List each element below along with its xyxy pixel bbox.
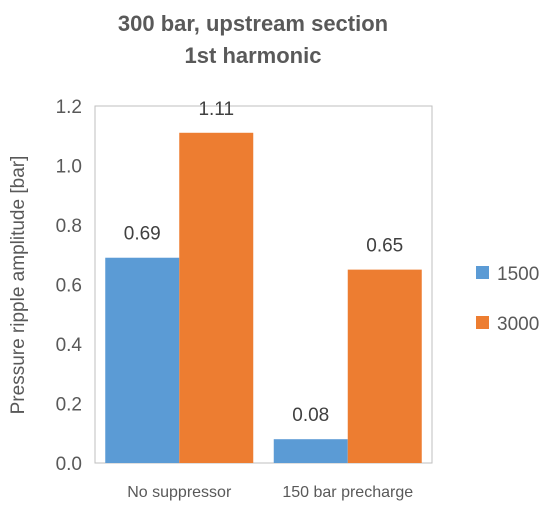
data-label: 0.69	[124, 224, 161, 245]
legend: 1500 3000	[476, 264, 539, 335]
legend-label-1500: 1500	[497, 264, 539, 285]
y-tick-label: 0.8	[56, 216, 82, 237]
bar-1500-1	[105, 257, 180, 463]
legend-swatch-3000	[476, 316, 489, 329]
chart-title-line1: 300 bar, upstream section	[118, 11, 388, 36]
y-axis-label: Pressure ripple amplitude [bar]	[8, 156, 29, 415]
y-tick-label: 0.6	[56, 276, 82, 297]
y-axis-ticks: 0.0 0.2 0.4 0.6 0.8 1.0 1.2	[56, 97, 83, 475]
y-tick-label: 0.2	[56, 395, 82, 416]
bar-3000-2	[347, 269, 422, 463]
bar-3000-1	[179, 132, 254, 463]
legend-swatch-1500	[476, 266, 489, 279]
data-label: 1.11	[198, 99, 234, 120]
y-tick-label: 0.4	[56, 335, 83, 356]
y-tick-label: 1.0	[56, 157, 82, 178]
plot-area-frame	[94, 105, 433, 464]
chart-title-line2: 1st harmonic	[185, 43, 322, 68]
x-category-label: 150 bar precharge	[282, 484, 413, 501]
y-tick-label: 1.2	[56, 97, 82, 118]
bars	[105, 132, 422, 463]
data-label: 0.08	[292, 405, 329, 426]
legend-label-3000: 3000	[497, 314, 539, 335]
category-labels: No suppressor 150 bar precharge	[127, 484, 413, 501]
y-tick-label: 0.0	[56, 454, 82, 475]
bar-1500-2	[273, 439, 348, 463]
data-label: 0.65	[366, 236, 403, 257]
data-labels: 0.69 1.11 0.08 0.65	[124, 99, 403, 426]
x-category-label: No suppressor	[127, 484, 232, 501]
